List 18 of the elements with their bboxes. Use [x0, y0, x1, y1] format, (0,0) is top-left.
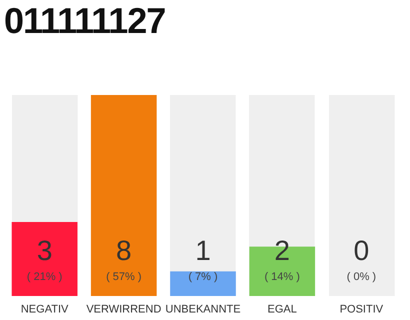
- x-tick-label: VERWIRREND: [86, 304, 162, 316]
- x-tick-label: NEGATIV: [20, 304, 69, 316]
- data-label: ( 21% ): [26, 271, 62, 283]
- x-tick-label: POSITIV: [340, 304, 384, 316]
- data-label: ( 57% ): [106, 271, 142, 283]
- annotation: 1: [195, 235, 211, 266]
- chart-title: 011111127: [4, 0, 166, 42]
- annotation: 3: [36, 235, 52, 266]
- bar: [12, 222, 78, 296]
- annotation: 8: [116, 235, 132, 266]
- data-label: ( 0% ): [346, 271, 376, 283]
- bar: [170, 271, 236, 296]
- data-label: ( 14% ): [264, 271, 300, 283]
- bar: [90, 95, 157, 296]
- data-label: ( 7% ): [188, 271, 218, 283]
- x-tick-label: EGAL: [268, 304, 297, 316]
- x-tick-label: UNBEKANNTE: [165, 304, 241, 316]
- annotation: 0: [354, 235, 370, 266]
